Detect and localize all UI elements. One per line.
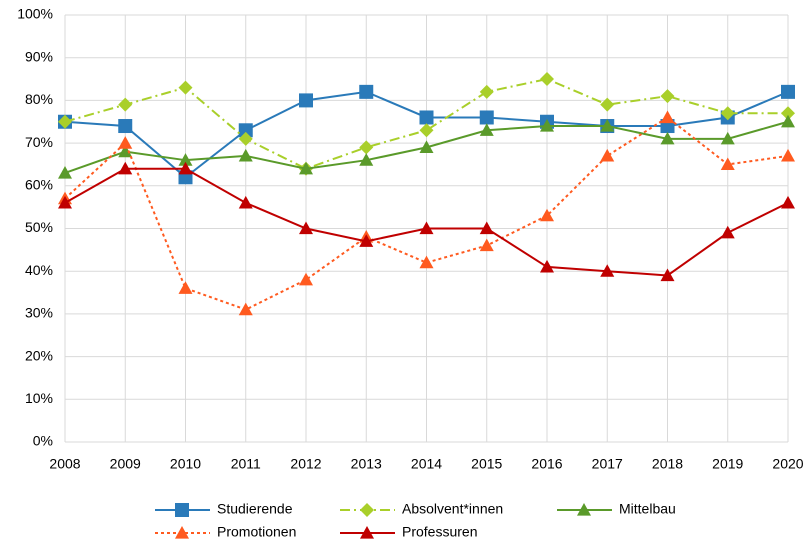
y-tick-label: 90% <box>25 48 53 64</box>
marker <box>118 97 133 112</box>
legend-label: Mittelbau <box>619 501 676 517</box>
marker <box>238 148 253 162</box>
marker <box>479 84 494 99</box>
marker <box>238 302 253 316</box>
marker <box>720 225 735 239</box>
marker <box>720 106 735 121</box>
marker <box>781 148 795 162</box>
marker <box>238 123 253 138</box>
marker <box>781 114 795 128</box>
marker <box>577 503 591 516</box>
marker <box>238 195 253 209</box>
marker <box>540 208 554 222</box>
x-tick-label: 2015 <box>471 456 502 472</box>
marker <box>720 131 735 145</box>
marker <box>479 221 494 235</box>
y-tick-label: 80% <box>25 91 53 107</box>
y-tick-label: 50% <box>25 219 53 235</box>
y-tick-label: 20% <box>25 347 53 363</box>
marker <box>359 84 374 99</box>
legend-label: Studierende <box>217 501 293 517</box>
marker <box>175 503 189 517</box>
y-tick-label: 60% <box>25 177 53 193</box>
marker <box>540 259 554 273</box>
marker <box>58 165 72 179</box>
marker <box>660 268 675 282</box>
x-tick-label: 2020 <box>772 456 803 472</box>
marker <box>118 161 133 175</box>
marker <box>660 110 675 124</box>
y-tick-label: 30% <box>25 305 53 321</box>
marker <box>58 114 72 129</box>
x-tick-label: 2017 <box>592 456 623 472</box>
legend-item: Studierende <box>155 501 293 517</box>
marker <box>419 255 434 269</box>
legend-item: Promotionen <box>155 524 296 540</box>
marker <box>419 123 434 138</box>
marker <box>238 131 253 146</box>
marker <box>359 153 374 166</box>
y-tick-label: 40% <box>25 262 53 278</box>
legend-item: Professuren <box>340 524 477 540</box>
marker <box>299 272 313 286</box>
marker <box>58 195 72 209</box>
legend-item: Absolvent*innen <box>340 501 503 517</box>
marker <box>118 136 133 149</box>
legend-label: Promotionen <box>217 524 296 540</box>
x-tick-label: 2016 <box>531 456 562 472</box>
marker <box>479 110 494 125</box>
y-tick-label: 10% <box>25 390 53 406</box>
marker <box>660 131 675 145</box>
y-tick-label: 0% <box>33 433 53 449</box>
x-tick-label: 2009 <box>110 456 141 472</box>
marker <box>781 195 795 209</box>
marker <box>419 140 434 153</box>
marker <box>178 281 193 294</box>
y-tick-label: 100% <box>17 6 53 22</box>
x-tick-label: 2008 <box>49 456 80 472</box>
x-tick-label: 2019 <box>712 456 743 472</box>
legend-item: Mittelbau <box>557 501 676 517</box>
marker <box>419 221 434 235</box>
marker <box>360 526 374 539</box>
marker <box>118 119 133 134</box>
marker <box>600 97 615 112</box>
marker <box>540 119 554 132</box>
marker <box>299 93 313 108</box>
marker <box>720 157 735 171</box>
marker <box>600 148 615 162</box>
marker <box>359 234 374 247</box>
marker <box>781 106 795 121</box>
x-tick-label: 2013 <box>351 456 382 472</box>
x-tick-label: 2014 <box>411 456 442 472</box>
y-tick-label: 70% <box>25 134 53 150</box>
marker <box>479 123 494 136</box>
legend-label: Absolvent*innen <box>402 501 503 517</box>
marker <box>299 161 313 175</box>
marker <box>178 161 193 175</box>
marker <box>540 72 554 87</box>
marker <box>660 89 675 104</box>
marker <box>479 238 494 252</box>
marker <box>178 153 193 166</box>
x-tick-label: 2018 <box>652 456 683 472</box>
x-tick-label: 2011 <box>231 456 261 472</box>
x-tick-label: 2010 <box>170 456 201 472</box>
legend-label: Professuren <box>402 524 477 540</box>
marker <box>359 140 374 155</box>
marker <box>175 526 189 539</box>
marker <box>178 80 193 95</box>
marker <box>600 119 615 132</box>
marker <box>781 84 795 99</box>
x-tick-label: 2012 <box>290 456 321 472</box>
marker <box>600 264 615 277</box>
marker <box>299 221 313 235</box>
marker <box>118 144 133 158</box>
marker <box>419 110 434 125</box>
marker <box>360 503 374 517</box>
